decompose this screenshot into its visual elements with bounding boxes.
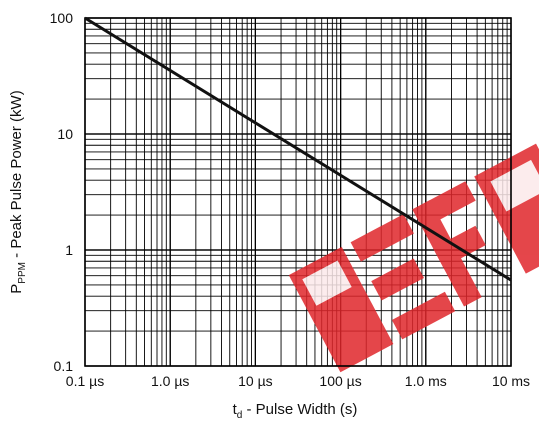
y-tick-label: 100 xyxy=(50,10,74,26)
watermark-logo xyxy=(288,143,539,373)
x-tick-label: 10 ms xyxy=(492,373,530,389)
watermark-shape xyxy=(302,260,352,306)
x-tick-label: 1.0 µs xyxy=(151,373,189,389)
y-tick-label: 0.1 xyxy=(54,358,74,374)
x-tick-label: 100 µs xyxy=(319,373,361,389)
series-group xyxy=(84,16,512,282)
series-line xyxy=(84,16,512,282)
y-axis-label: PPPM - Peak Pulse Power (kW) xyxy=(8,90,28,293)
y-tick-labels: 0.1 1 10 100 xyxy=(50,10,74,374)
x-tick-label: 1.0 ms xyxy=(405,373,447,389)
watermark-shape xyxy=(371,258,424,301)
watermark-shape xyxy=(391,291,456,340)
watermark-shape xyxy=(490,159,539,212)
watermark-shape xyxy=(350,214,414,262)
x-tick-label: 10 µs xyxy=(238,373,273,389)
y-tick-label: 1 xyxy=(65,242,73,258)
x-axis-label: td - Pulse Width (s) xyxy=(233,401,358,421)
x-tick-labels: 0.1 µs 1.0 µs 10 µs 100 µs 1.0 ms 10 ms xyxy=(66,373,530,389)
y-tick-label: 10 xyxy=(57,126,73,142)
plot-frame xyxy=(84,17,512,367)
x-tick-label: 0.1 µs xyxy=(66,373,104,389)
